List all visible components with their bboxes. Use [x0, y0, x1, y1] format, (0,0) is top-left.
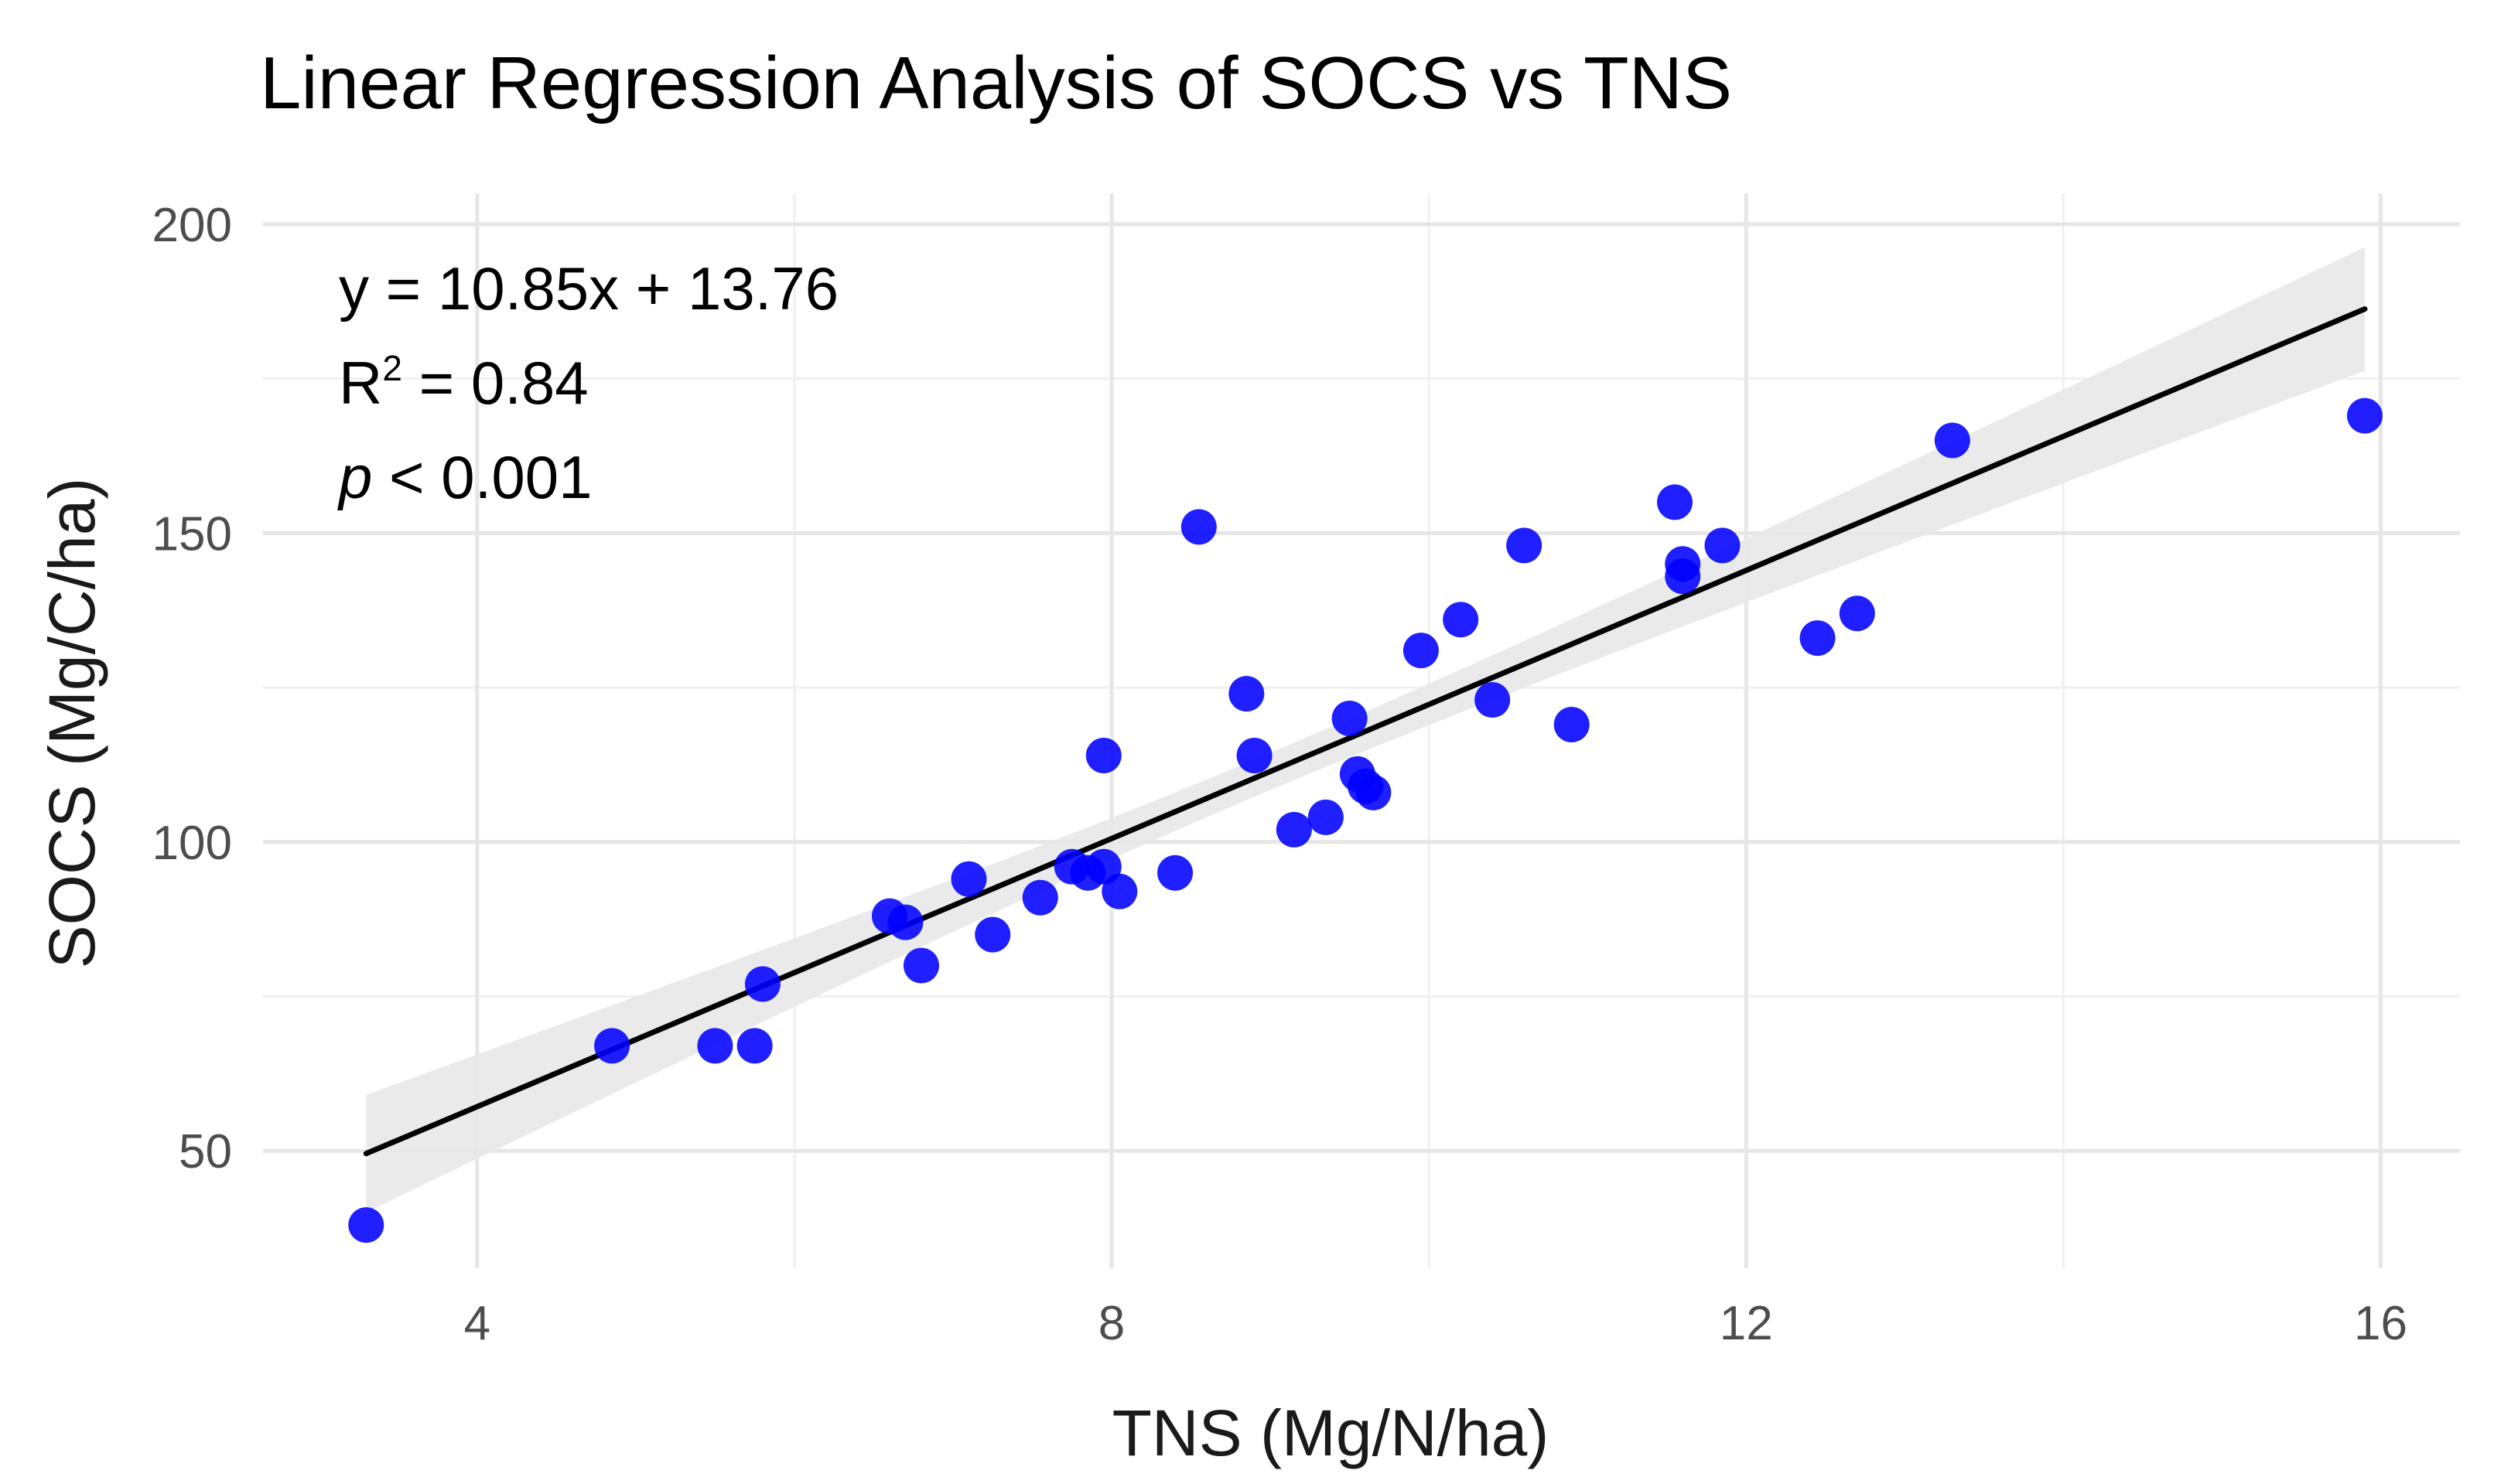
p-value: < 0.001 — [372, 443, 592, 511]
data-point — [1934, 422, 1970, 459]
regression-line — [363, 306, 2368, 1157]
data-point — [975, 916, 1011, 953]
data-point — [1085, 737, 1122, 773]
data-point — [1799, 620, 1836, 657]
x-tick-label: 12 — [1720, 1297, 1773, 1350]
r-squared-symbol: R — [339, 349, 382, 417]
regression-line-group — [363, 306, 2368, 1157]
data-point — [1355, 774, 1392, 810]
data-point — [1102, 873, 1138, 909]
data-point — [744, 966, 781, 1002]
data-point — [951, 861, 987, 897]
data-point — [1665, 558, 1701, 595]
data-point — [1228, 676, 1265, 712]
data-point — [2346, 397, 2383, 434]
y-axis-title: SOCS (Mg/C/ha) — [36, 478, 108, 969]
data-point — [903, 947, 939, 984]
x-tick-label: 16 — [2354, 1297, 2407, 1350]
regression-annotation: y = 10.85x + 13.76 R2 = 0.84 p < 0.001 — [337, 254, 839, 511]
y-tick-label: 100 — [152, 817, 232, 870]
data-point — [1474, 682, 1511, 718]
y-tick-label: 50 — [179, 1125, 232, 1179]
data-point — [348, 1207, 384, 1243]
y-axis-ticks: 50 100 150 200 — [152, 199, 232, 1179]
data-point — [1307, 799, 1344, 835]
data-point — [1276, 811, 1312, 848]
p-value-label: p < 0.001 — [337, 443, 592, 511]
data-point — [1180, 509, 1217, 545]
data-point — [887, 904, 924, 940]
regression-equation: y = 10.85x + 13.76 — [339, 254, 839, 322]
data-point — [736, 1028, 773, 1064]
data-point — [1157, 855, 1194, 891]
data-point — [1656, 484, 1693, 520]
r-squared-value: = 0.84 — [402, 349, 589, 417]
x-tick-label: 8 — [1098, 1297, 1125, 1350]
data-point — [1236, 737, 1273, 773]
x-tick-label: 4 — [464, 1297, 490, 1350]
data-point — [1553, 707, 1590, 743]
x-axis-title: TNS (Mg/N/ha) — [1112, 1397, 1549, 1469]
data-point — [697, 1028, 733, 1064]
p-symbol: p — [337, 443, 372, 511]
data-point — [1704, 527, 1741, 564]
data-points — [348, 397, 2383, 1243]
data-point — [1402, 633, 1439, 669]
data-point — [1506, 527, 1543, 564]
data-point — [1331, 701, 1368, 737]
data-point — [1839, 595, 1875, 632]
y-tick-label: 150 — [152, 507, 232, 561]
chart-title: Linear Regression Analysis of SOCS vs TN… — [260, 42, 1732, 125]
r-squared-superscript: 2 — [382, 348, 402, 388]
x-axis-ticks: 4 8 12 16 — [464, 1297, 2407, 1350]
r-squared-label: R2 = 0.84 — [339, 348, 589, 417]
data-point — [1022, 879, 1058, 916]
data-point — [594, 1028, 630, 1064]
y-tick-label: 200 — [152, 199, 232, 252]
data-point — [1443, 602, 1479, 638]
grid-lines — [263, 193, 2460, 1268]
